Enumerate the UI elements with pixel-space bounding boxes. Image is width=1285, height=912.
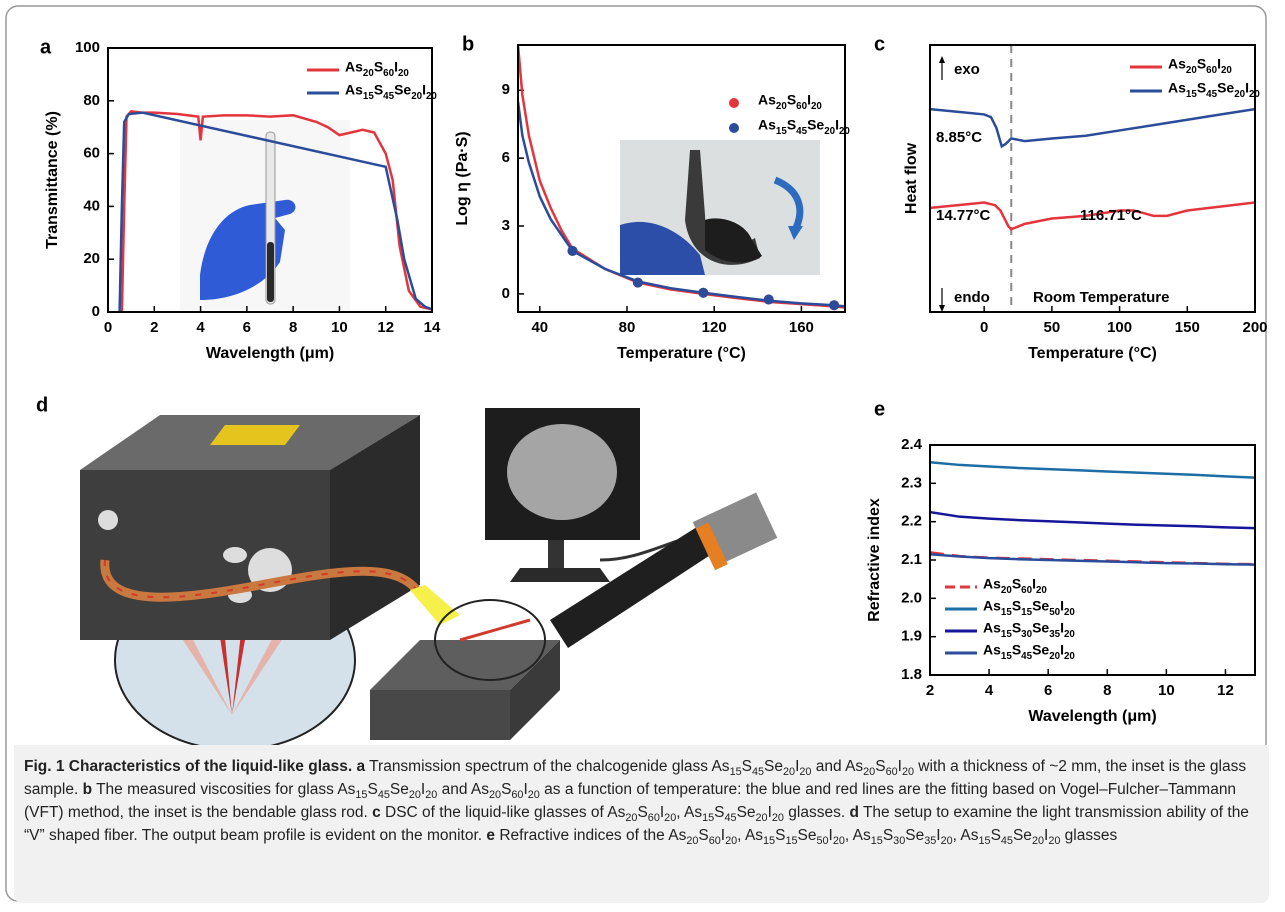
legend-label: As15S15Se50I20 [983, 598, 1075, 618]
x-tick-label: 100 [1107, 319, 1132, 336]
y-tick-label: 60 [83, 145, 100, 162]
y-tick-label: 80 [83, 92, 100, 109]
x-tick-label: 2 [926, 682, 934, 699]
legend-label: As15S45Se20I20 [983, 642, 1075, 662]
y-tick-label: 2.2 [901, 513, 922, 530]
x-tick-label: 80 [619, 319, 636, 336]
y-tick-label: 3 [502, 217, 510, 234]
panel-label: d [36, 394, 48, 416]
series-line [930, 512, 1255, 528]
y-axis-label: Transmittance (%) [44, 111, 61, 249]
plot-frame [930, 45, 1255, 312]
y-tick-label: 0 [92, 303, 100, 320]
y-tick-label: 9 [502, 81, 510, 98]
x-tick-label: 8 [289, 319, 297, 336]
x-axis-label: Wavelength (μm) [206, 345, 334, 362]
data-point [764, 295, 774, 305]
y-tick-label: 20 [83, 250, 100, 267]
data-point [698, 288, 708, 298]
y-axis-label: Log η (Pa·S) [454, 131, 471, 225]
panel-label: e [874, 398, 885, 420]
legend-label: As15S45Se20I20 [758, 117, 850, 137]
legend-label: As20S60I20 [345, 59, 409, 79]
x-tick-label: 0 [980, 319, 988, 336]
data-point [633, 278, 643, 288]
legend-label: As15S45Se20I20 [1168, 80, 1260, 100]
data-point [829, 300, 839, 310]
y-axis-label: Refractive index [866, 498, 883, 622]
annotation: 14.77°C [936, 207, 991, 224]
y-axis-label: Heat flow [903, 142, 920, 214]
x-tick-label: 150 [1175, 319, 1200, 336]
legend-label: As15S45Se20I20 [345, 82, 437, 102]
data-point [568, 246, 578, 256]
annotation: Room Temperature [1033, 289, 1169, 306]
x-tick-label: 4 [196, 319, 205, 336]
x-tick-label: 200 [1242, 319, 1267, 336]
legend-label: As20S60I20 [1168, 56, 1232, 76]
x-axis-label: Wavelength (μm) [1028, 708, 1156, 725]
caption-label: b [83, 781, 92, 798]
x-tick-label: 12 [377, 319, 394, 336]
legend-label: As20S60I20 [758, 92, 822, 112]
legend-label: As15S30Se35I20 [983, 620, 1075, 640]
x-tick-label: 160 [789, 319, 814, 336]
x-tick-label: 4 [985, 682, 994, 699]
x-tick-label: 50 [1044, 319, 1061, 336]
panel-label: b [462, 33, 474, 55]
caption-label: e [486, 827, 495, 844]
figure-page: d a02468101214020406080100Wavelength (μm… [0, 0, 1285, 912]
y-tick-label: 1.8 [901, 666, 922, 683]
x-tick-label: 6 [1044, 682, 1052, 699]
x-tick-label: 120 [702, 319, 727, 336]
annotation: 8.85°C [936, 129, 982, 146]
caption-label: a [356, 758, 365, 775]
caption-text: Refractive indices of the As20S60I20, As… [499, 827, 1117, 844]
legend-marker [729, 98, 739, 108]
inset-photo-b [620, 140, 820, 275]
annotation: 116.71°C [1080, 207, 1142, 224]
x-tick-label: 2 [150, 319, 158, 336]
y-tick-label: 1.9 [901, 628, 922, 645]
caption-title: Fig. 1 Characteristics of the liquid-lik… [24, 758, 352, 775]
exo-arrowhead [939, 56, 945, 63]
setup-illustration [80, 408, 777, 750]
panel-label: c [874, 33, 885, 55]
x-axis-label: Temperature (°C) [617, 345, 746, 362]
x-tick-label: 10 [1158, 682, 1175, 699]
legend-label: As20S60I20 [983, 576, 1047, 596]
y-tick-label: 100 [75, 39, 100, 56]
y-tick-label: 2.0 [901, 589, 922, 606]
x-tick-label: 12 [1217, 682, 1234, 699]
x-tick-label: 6 [243, 319, 251, 336]
x-tick-label: 14 [424, 319, 441, 336]
endo-arrowhead [939, 305, 945, 312]
caption-text: DSC of the liquid-like glasses of As20S6… [385, 804, 845, 821]
y-tick-label: 2.1 [901, 551, 922, 568]
x-tick-label: 40 [531, 319, 548, 336]
panel-label: a [40, 36, 52, 58]
caption-label: d [849, 804, 858, 821]
annotation: exo [954, 61, 980, 78]
inset-photo-a [180, 120, 350, 310]
x-tick-label: 8 [1103, 682, 1111, 699]
legend-marker [729, 123, 739, 133]
caption-label: c [372, 804, 381, 821]
annotation: endo [954, 289, 990, 306]
series-line [930, 462, 1255, 477]
y-tick-label: 40 [83, 197, 100, 214]
y-tick-label: 6 [502, 149, 510, 166]
x-tick-label: 10 [331, 319, 348, 336]
x-tick-label: 0 [104, 319, 112, 336]
x-axis-label: Temperature (°C) [1028, 345, 1157, 362]
y-tick-label: 0 [502, 285, 510, 302]
caption: Fig. 1 Characteristics of the liquid-lik… [14, 745, 1269, 903]
y-tick-label: 2.4 [901, 436, 923, 453]
y-tick-label: 2.3 [901, 474, 922, 491]
